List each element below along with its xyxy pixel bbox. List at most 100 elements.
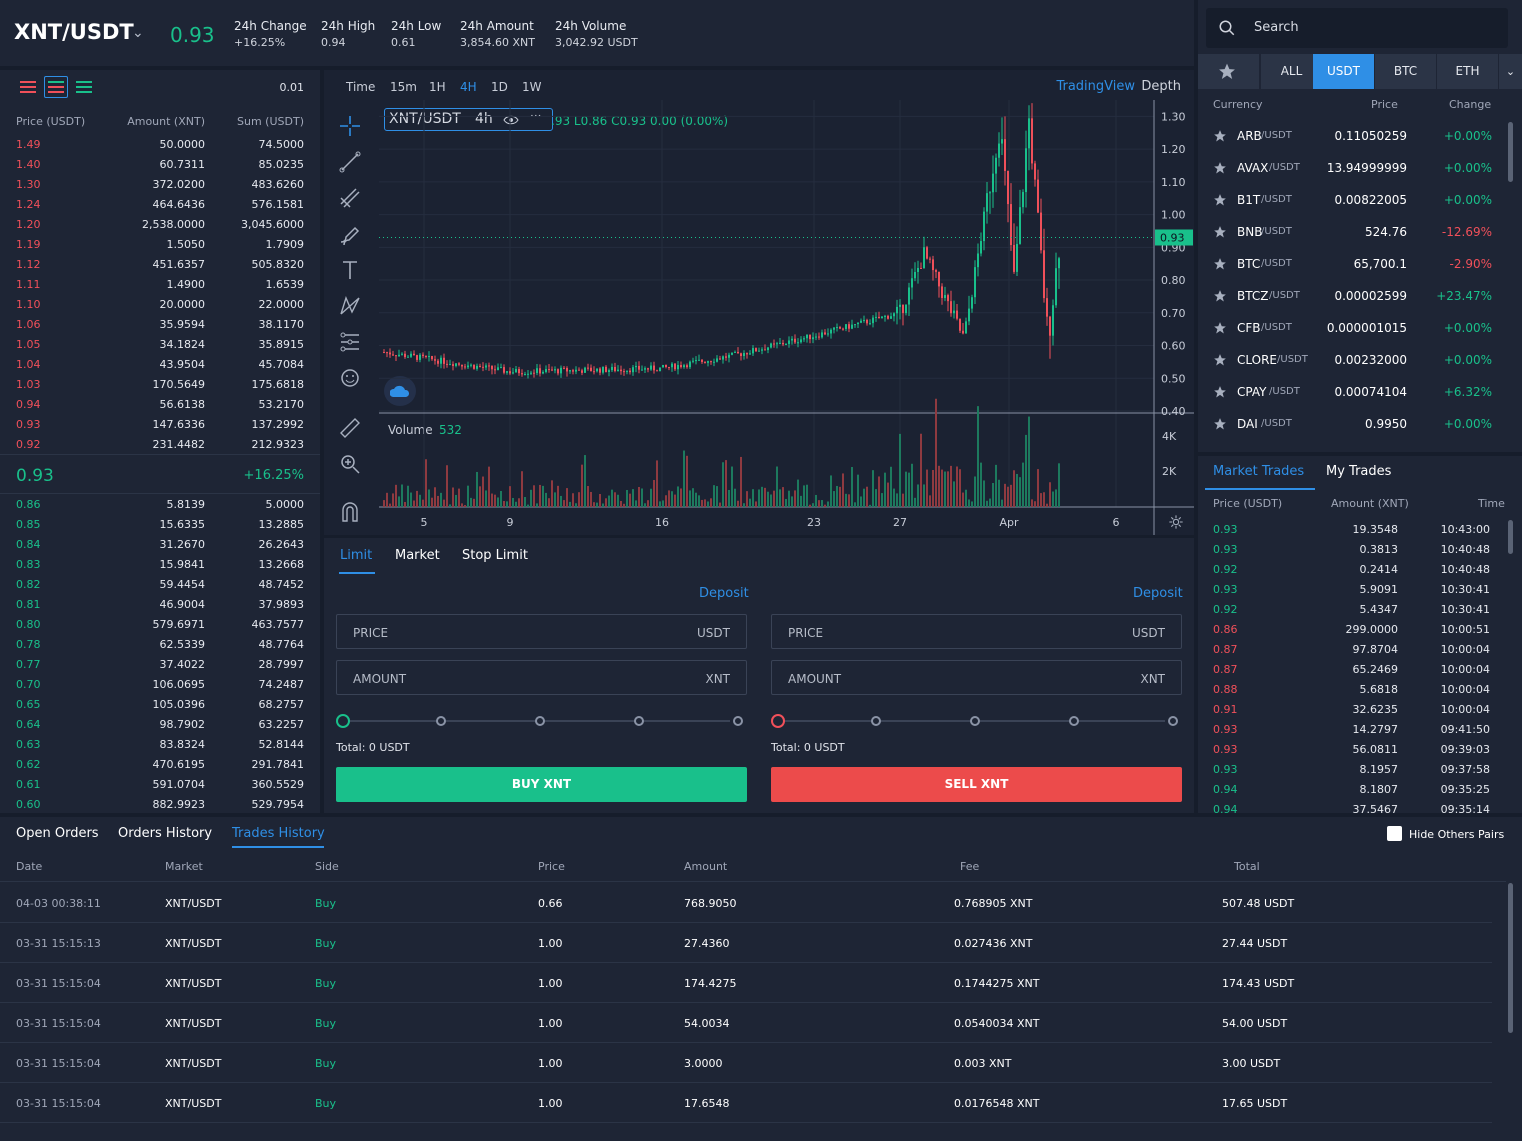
- tabs-more-chevron-icon[interactable]: ⌄: [1499, 54, 1522, 89]
- book-row[interactable]: 1.19 1.5050 1.7909: [0, 235, 320, 255]
- market-row[interactable]: CLORE/USDT 0.00232000 +0.00%: [1198, 344, 1508, 376]
- star-icon[interactable]: [1213, 161, 1227, 175]
- tab-orders-history[interactable]: Orders History: [118, 826, 213, 841]
- buy-amount-slider[interactable]: [336, 714, 743, 728]
- slider-stop[interactable]: [970, 716, 980, 726]
- hide-others-label[interactable]: Hide Others Pairs: [1409, 828, 1505, 841]
- search-input[interactable]: Search: [1206, 8, 1508, 48]
- depth-tab[interactable]: Depth: [1141, 79, 1181, 94]
- book-row[interactable]: 0.92 231.4482 212.9323: [0, 435, 320, 455]
- slider-stop[interactable]: [634, 716, 644, 726]
- sell-amount-input[interactable]: AMOUNT XNT: [771, 660, 1182, 695]
- slider-handle[interactable]: [771, 714, 785, 728]
- settings-icon[interactable]: [1168, 514, 1184, 530]
- tab-eth[interactable]: ETH: [1437, 54, 1498, 89]
- ruler-icon[interactable]: [338, 416, 362, 440]
- history-row[interactable]: 03-31 15:15:04 XNT/USDT Buy 1.00 17.6548 0.01…: [0, 1083, 1492, 1123]
- book-row[interactable]: 0.82 59.4454 48.7452: [0, 575, 320, 595]
- book-row[interactable]: 0.86 5.8139 5.0000: [0, 495, 320, 515]
- book-row[interactable]: 1.49 50.0000 74.5000: [0, 135, 320, 155]
- book-row[interactable]: 0.80 579.6971 463.7577: [0, 615, 320, 635]
- book-row[interactable]: 0.85 15.6335 13.2885: [0, 515, 320, 535]
- book-row[interactable]: 1.03 170.5649 175.6818: [0, 375, 320, 395]
- tf-15m[interactable]: 15m: [390, 80, 417, 94]
- pitchfork-icon[interactable]: [338, 186, 362, 210]
- tab-favorites[interactable]: [1198, 54, 1259, 89]
- slider-handle[interactable]: [336, 714, 350, 728]
- buy-deposit-link[interactable]: Deposit: [699, 586, 749, 601]
- trend-line-icon[interactable]: [338, 150, 362, 174]
- history-row[interactable]: 03-31 15:15:04 XNT/USDT Buy 1.00 3.0000 0.003…: [0, 1043, 1492, 1083]
- book-row[interactable]: 0.61 591.0704 360.5529: [0, 775, 320, 795]
- tf-1d[interactable]: 1D: [491, 80, 508, 94]
- precision-select[interactable]: 0.01: [279, 81, 305, 94]
- book-both-icon[interactable]: [20, 80, 36, 94]
- star-icon[interactable]: [1213, 417, 1227, 431]
- book-row[interactable]: 0.78 62.5339 48.7764: [0, 635, 320, 655]
- market-row[interactable]: CFB/USDT 0.000001015 +0.00%: [1198, 312, 1508, 344]
- buy-amount-input[interactable]: AMOUNT XNT: [336, 660, 747, 695]
- slider-stop[interactable]: [871, 716, 881, 726]
- buy-button[interactable]: BUY XNT: [336, 767, 747, 802]
- fib-icon[interactable]: [338, 330, 362, 354]
- smiley-icon[interactable]: [338, 366, 362, 390]
- sell-button[interactable]: SELL XNT: [771, 767, 1182, 802]
- chevron-down-icon[interactable]: ⌄: [132, 25, 144, 41]
- price-chart[interactable]: 1.301.201.101.000.900.800.700.600.500.40…: [324, 70, 1194, 535]
- market-row[interactable]: BTC/USDT 65,700.1 -2.90%: [1198, 248, 1508, 280]
- tab-open-orders[interactable]: Open Orders: [16, 826, 99, 841]
- sell-deposit-link[interactable]: Deposit: [1133, 586, 1183, 601]
- zoom-in-icon[interactable]: [338, 452, 362, 476]
- market-row[interactable]: BTCZ/USDT 0.00002599 +23.47%: [1198, 280, 1508, 312]
- sell-price-input[interactable]: PRICE USDT: [771, 614, 1182, 649]
- book-row[interactable]: 1.04 43.9504 45.7084: [0, 355, 320, 375]
- history-row[interactable]: 04-03 00:38:11 XNT/USDT Buy 0.66 768.9050 0.7…: [0, 883, 1492, 923]
- pattern-icon[interactable]: [338, 294, 362, 318]
- buy-price-input[interactable]: PRICE USDT: [336, 614, 747, 649]
- book-row[interactable]: 0.84 31.2670 26.2643: [0, 535, 320, 555]
- tab-stop-limit[interactable]: Stop Limit: [462, 548, 528, 563]
- book-row[interactable]: 1.10 20.0000 22.0000: [0, 295, 320, 315]
- brush-icon[interactable]: [338, 222, 362, 246]
- book-row[interactable]: 1.05 34.1824 35.8915: [0, 335, 320, 355]
- tab-btc[interactable]: BTC: [1375, 54, 1436, 89]
- col-price[interactable]: Price: [1371, 98, 1398, 111]
- tab-market[interactable]: Market: [395, 548, 440, 563]
- col-currency[interactable]: Currency: [1213, 98, 1263, 111]
- star-icon[interactable]: [1213, 385, 1227, 399]
- tab-limit[interactable]: Limit: [340, 548, 373, 563]
- book-row[interactable]: 1.11 1.4900 1.6539: [0, 275, 320, 295]
- tf-time[interactable]: Time: [346, 80, 376, 94]
- star-icon[interactable]: [1213, 289, 1227, 303]
- hide-others-checkbox[interactable]: [1387, 826, 1402, 841]
- history-row[interactable]: 03-31 15:15:04 XNT/USDT Buy 1.00 174.4275 0.1…: [0, 963, 1492, 1003]
- market-row[interactable]: CPAY/USDT 0.00074104 +6.32%: [1198, 376, 1508, 408]
- tab-market-trades[interactable]: Market Trades: [1213, 464, 1305, 479]
- book-row[interactable]: 1.06 35.9594 38.1170: [0, 315, 320, 335]
- book-row[interactable]: 1.20 2,538.0000 3,045.6000: [0, 215, 320, 235]
- history-row[interactable]: 03-31 15:15:13 XNT/USDT Buy 1.00 27.4360 0.02…: [0, 923, 1492, 963]
- sell-amount-slider[interactable]: [771, 714, 1178, 728]
- tradingview-tab[interactable]: TradingView: [1056, 79, 1135, 94]
- book-row[interactable]: 1.30 372.0200 483.6260: [0, 175, 320, 195]
- market-row[interactable]: DAI/USDT 0.9950 +0.00%: [1198, 408, 1508, 440]
- book-row[interactable]: 0.65 105.0396 68.2757: [0, 695, 320, 715]
- book-row[interactable]: 0.64 98.7902 63.2257: [0, 715, 320, 735]
- book-row[interactable]: 0.94 56.6138 53.2170: [0, 395, 320, 415]
- magnet-icon[interactable]: [338, 500, 362, 524]
- slider-stop[interactable]: [1168, 716, 1178, 726]
- cloud-save-icon[interactable]: [384, 376, 416, 406]
- tab-my-trades[interactable]: My Trades: [1326, 464, 1392, 479]
- tf-1h[interactable]: 1H: [429, 80, 446, 94]
- book-bids-icon[interactable]: [76, 80, 92, 94]
- book-row[interactable]: 1.40 60.7311 85.0235: [0, 155, 320, 175]
- book-row[interactable]: 1.12 451.6357 505.8320: [0, 255, 320, 275]
- market-row[interactable]: ARB/USDT 0.11050259 +0.00%: [1198, 120, 1508, 152]
- tf-4h[interactable]: 4H: [460, 80, 477, 94]
- tab-trades-history[interactable]: Trades History: [232, 826, 325, 841]
- book-row[interactable]: 0.63 83.8324 52.8144: [0, 735, 320, 755]
- market-row[interactable]: BNB/USDT 524.76 -12.69%: [1198, 216, 1508, 248]
- slider-stop[interactable]: [1069, 716, 1079, 726]
- star-icon[interactable]: [1213, 129, 1227, 143]
- book-row[interactable]: 1.24 464.6436 576.1581: [0, 195, 320, 215]
